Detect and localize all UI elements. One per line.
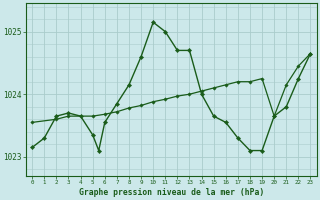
X-axis label: Graphe pression niveau de la mer (hPa): Graphe pression niveau de la mer (hPa) [79,188,264,197]
